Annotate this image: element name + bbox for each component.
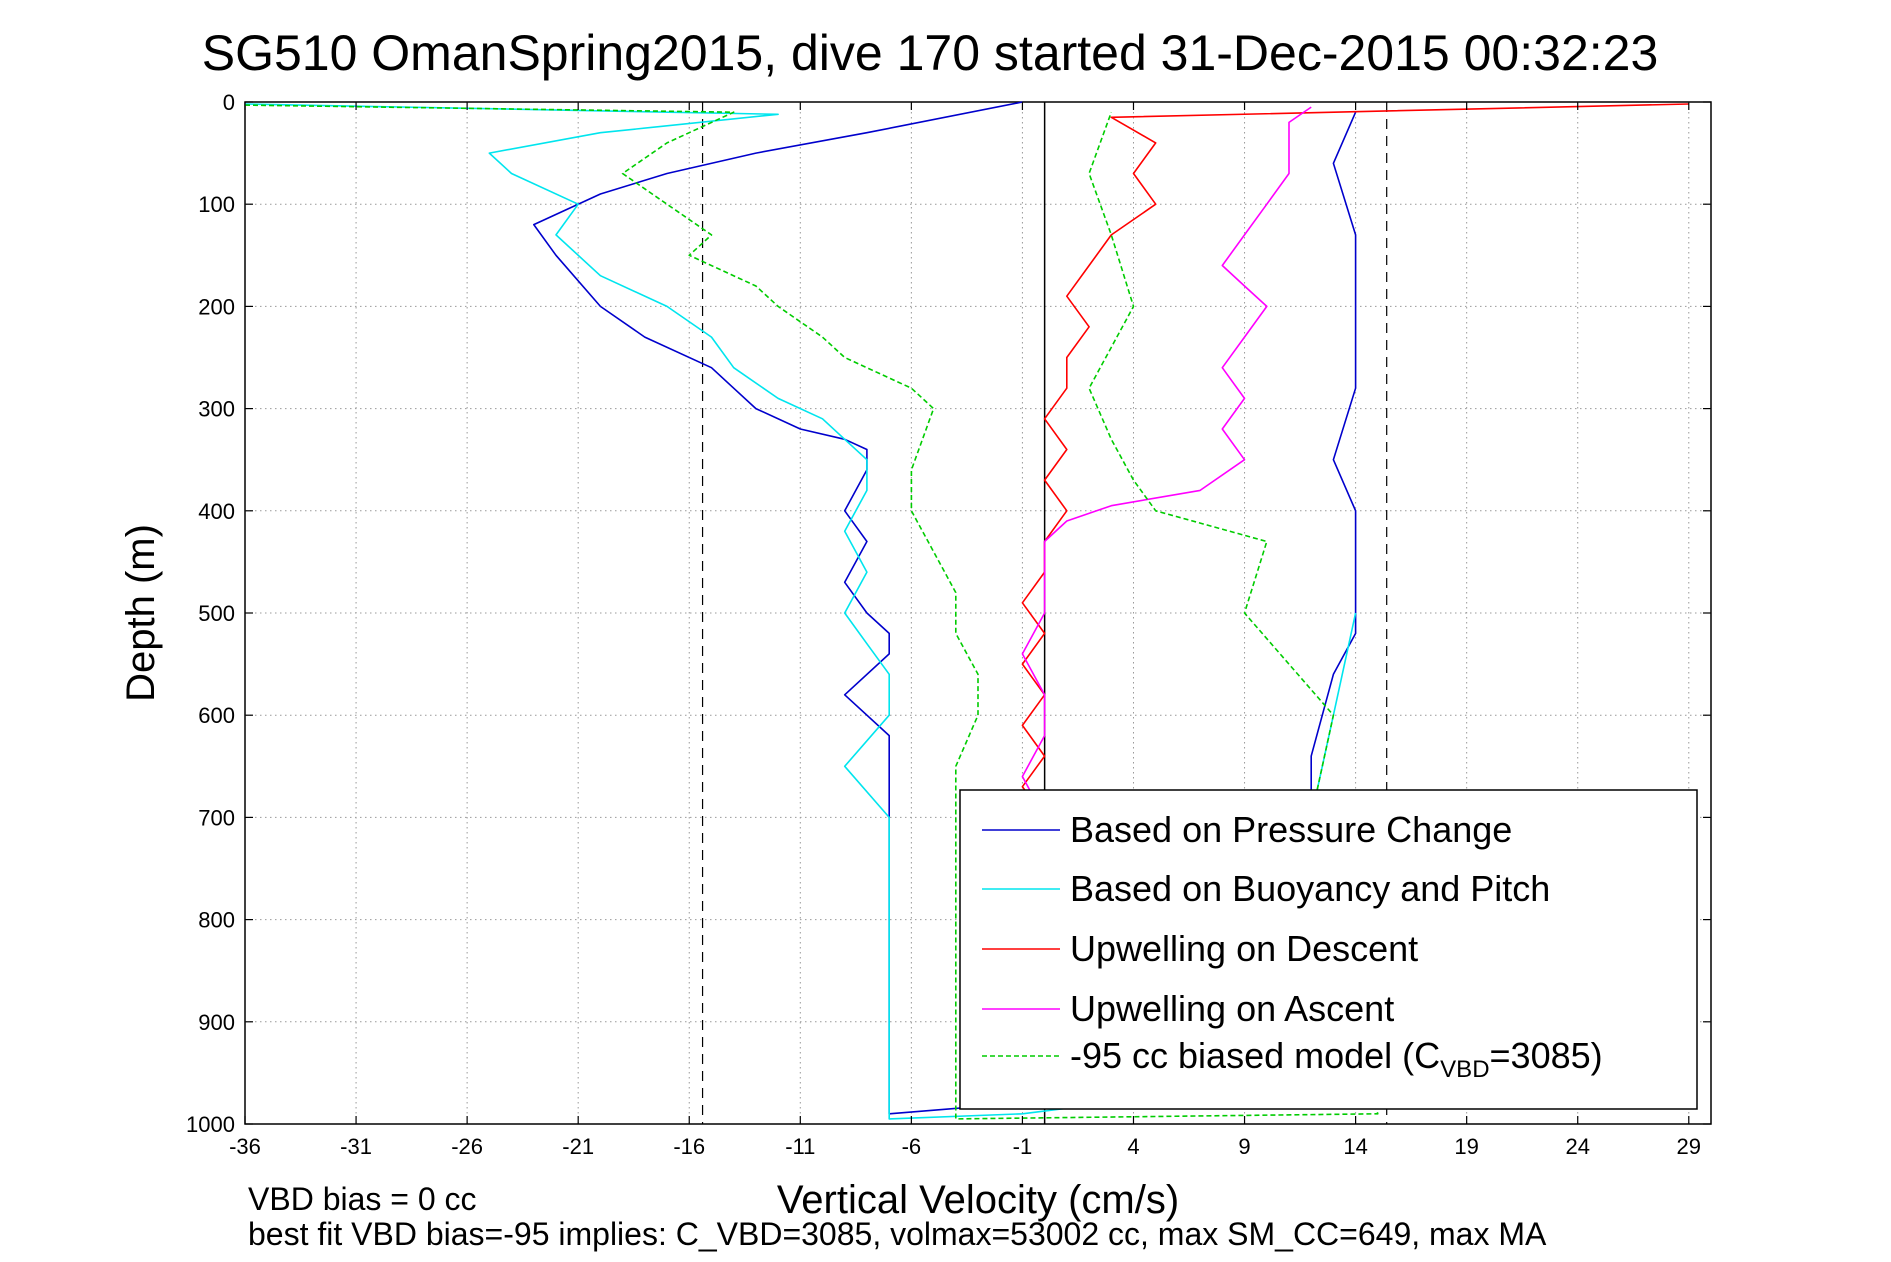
x-axis-label: Vertical Velocity (cm/s) <box>777 1178 1179 1222</box>
series-layer <box>244 101 1689 1120</box>
legend-label: Based on Buoyancy and Pitch <box>1070 868 1550 909</box>
y-tick-label: 800 <box>198 908 235 933</box>
chart-title: SG510 OmanSpring2015, dive 170 started 3… <box>202 25 1659 81</box>
legend: Based on Pressure Change Based on Buoyanc… <box>959 789 1698 1110</box>
x-tick-label: -31 <box>340 1134 372 1159</box>
y-axis-label: Depth (m) <box>119 524 163 702</box>
legend-box <box>959 789 1698 1110</box>
x-tick-label: -21 <box>562 1134 594 1159</box>
x-tick-label: 29 <box>1677 1134 1701 1159</box>
footer-line-2: best fit VBD bias=-95 implies: C_VBD=308… <box>248 1216 1547 1252</box>
series-line-3 <box>1021 103 1689 859</box>
series-line-1 <box>533 101 1357 1115</box>
x-tick-label: -6 <box>902 1134 922 1159</box>
x-tick-label: 24 <box>1565 1134 1589 1159</box>
x-tick-label: -16 <box>673 1134 705 1159</box>
x-tick-label: 4 <box>1127 1134 1139 1159</box>
y-tick-label: 1000 <box>186 1112 235 1137</box>
x-tick-label: 14 <box>1343 1134 1367 1159</box>
y-tick-label: 100 <box>198 192 235 217</box>
y-tick-label: 200 <box>198 294 235 319</box>
series-line-4 <box>1021 106 1312 859</box>
x-tick-label: -36 <box>229 1134 261 1159</box>
legend-label: -95 cc biased model (CVBD=3085) <box>1070 1035 1603 1083</box>
footer-line-1: VBD bias = 0 cc <box>248 1181 477 1217</box>
series-line-2 <box>244 103 1357 1120</box>
x-tick-label: -11 <box>785 1134 815 1159</box>
x-tick-label: -26 <box>451 1134 483 1159</box>
legend-entries: Based on Pressure Change Based on Buoyanc… <box>982 809 1603 1083</box>
legend-label: Based on Pressure Change <box>1070 809 1512 850</box>
series-line-5 <box>244 104 1401 1120</box>
y-tick-label: 300 <box>198 397 235 422</box>
y-tick-label: 600 <box>198 703 235 728</box>
y-tick-label: 400 <box>198 499 235 524</box>
y-tick-label: 500 <box>198 601 235 626</box>
x-axis-ticks: -36 -31 -26 -21 -16 -11 -6 -1 4 9 14 19 24 29 <box>229 102 1701 1159</box>
x-tick-label: -1 <box>1013 1134 1033 1159</box>
legend-label: Upwelling on Ascent <box>1070 988 1394 1029</box>
y-axis-ticks: 0 100 200 300 400 500 600 700 800 900 1000 <box>186 90 1711 1137</box>
x-tick-label: 19 <box>1454 1134 1478 1159</box>
y-tick-label: 0 <box>223 90 235 115</box>
y-tick-label: 900 <box>198 1010 235 1035</box>
x-tick-label: 9 <box>1238 1134 1250 1159</box>
legend-label: Upwelling on Descent <box>1070 928 1418 969</box>
y-tick-label: 700 <box>198 805 235 830</box>
